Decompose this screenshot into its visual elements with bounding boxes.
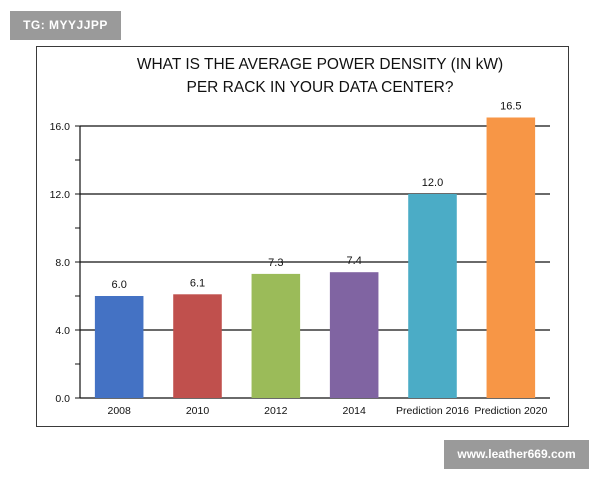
- y-tick-label: 16.0: [50, 121, 71, 133]
- chart-title-line-2: PER RACK IN YOUR DATA CENTER?: [187, 79, 454, 96]
- x-category-label: 2008: [107, 405, 131, 417]
- y-tick-label: 0.0: [55, 393, 70, 405]
- x-category-label: 2012: [264, 405, 288, 417]
- bar-2012: [251, 273, 301, 398]
- data-label: 6.0: [112, 279, 127, 291]
- bar-prediction-2016: [408, 194, 457, 398]
- chart-title-line-1: WHAT IS THE AVERAGE POWER DENSITY (IN kW…: [137, 56, 503, 73]
- x-category-label: Prediction 2020: [474, 405, 547, 417]
- x-category-label: Prediction 2016: [396, 405, 469, 417]
- bar-prediction-2020: [486, 117, 536, 398]
- data-label: 6.1: [190, 277, 205, 289]
- bar-2010: [173, 294, 222, 398]
- y-tick-label: 12.0: [50, 189, 71, 201]
- x-category-label: 2014: [342, 405, 366, 417]
- bar-2008: [94, 296, 144, 398]
- y-tick-label: 8.0: [55, 257, 70, 269]
- x-category-label: 2010: [186, 405, 210, 417]
- watermark-top-left: TG: MYYJJPP: [10, 11, 121, 40]
- data-label: 7.3: [268, 257, 283, 269]
- data-label: 12.0: [422, 177, 443, 189]
- watermark-bottom-right: www.leather669.com: [444, 440, 589, 469]
- data-label: 7.4: [347, 255, 362, 267]
- bar-2014: [329, 272, 379, 398]
- data-label: 16.5: [500, 101, 521, 113]
- y-tick-label: 4.0: [55, 325, 70, 337]
